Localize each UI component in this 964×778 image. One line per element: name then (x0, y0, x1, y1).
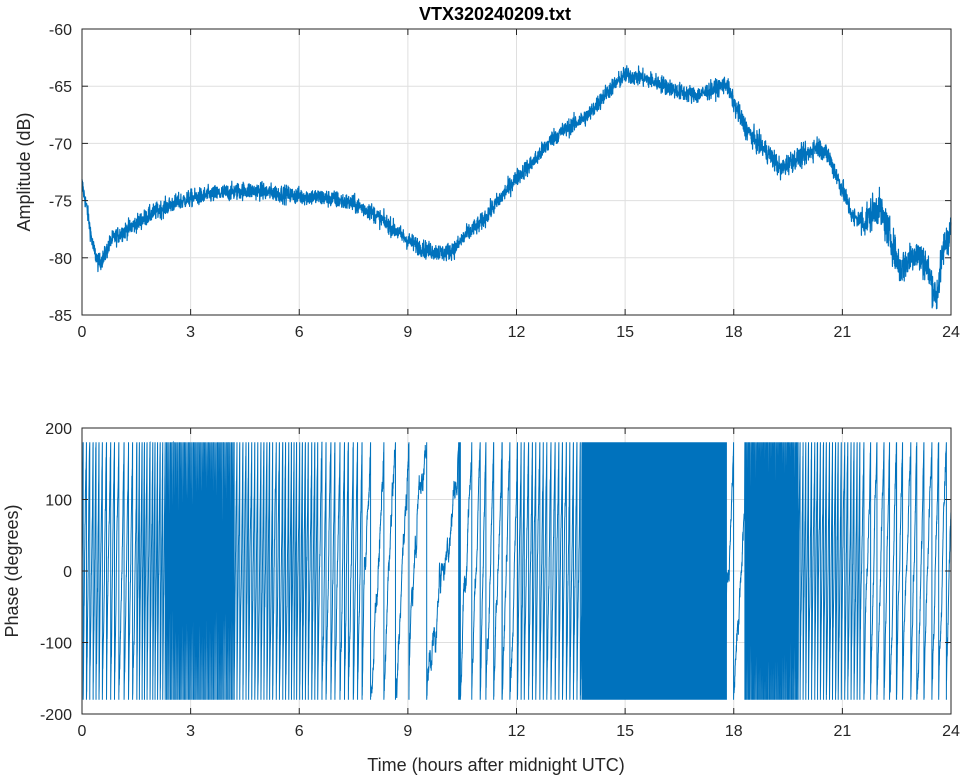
amplitude-x-tick-label: 6 (295, 324, 304, 341)
amplitude-x-tick-label: 15 (616, 324, 634, 341)
phase-y-tick-label: 200 (45, 421, 72, 438)
amplitude-x-tick-label: 9 (403, 324, 412, 341)
x-axis-label: Time (hours after midnight UTC) (367, 755, 624, 775)
phase-x-tick-label: 0 (78, 723, 87, 740)
phase-x-tick-label: 18 (725, 723, 743, 740)
phase-series-line (81, 440, 952, 700)
phase-x-tick-label: 6 (295, 723, 304, 740)
amplitude-y-tick-label: -65 (49, 79, 72, 96)
amplitude-y-tick-label: -75 (49, 194, 72, 211)
phase-x-tick-label: 12 (508, 723, 526, 740)
amplitude-ticks: 0 3 6 9 12 15 18 21 24 -85 -80 -75 -70 -65 -60 (49, 22, 960, 341)
phase-x-tick-label: 15 (616, 723, 634, 740)
amplitude-y-tick-label: -85 (49, 308, 72, 325)
amplitude-x-tick-label: 18 (725, 324, 743, 341)
amplitude-x-tick-label: 12 (508, 324, 526, 341)
phase-y-axis-label: Phase (degrees) (2, 504, 22, 637)
amplitude-series-line (81, 65, 952, 310)
amplitude-y-tick-label: -60 (49, 22, 72, 39)
phase-x-tick-label: 21 (833, 723, 851, 740)
amplitude-y-tick-label: -70 (49, 136, 72, 153)
phase-ticks: 0 3 6 9 12 15 18 21 24 -200 -100 0 100 200 (40, 421, 960, 740)
phase-y-tick-label: -200 (40, 707, 72, 724)
amplitude-plot: 0 3 6 9 12 15 18 21 24 -85 -80 -75 -70 -65 -60 Amplitu… (14, 22, 960, 341)
amplitude-x-tick-label: 24 (942, 324, 960, 341)
phase-x-tick-label: 9 (403, 723, 412, 740)
amplitude-y-axis-label: Amplitude (dB) (14, 112, 34, 231)
chart-title: VTX320240209.txt (419, 4, 571, 24)
amplitude-y-tick-label: -80 (49, 251, 72, 268)
phase-x-tick-label: 3 (186, 723, 195, 740)
amplitude-gridlines (82, 29, 951, 315)
phase-x-tick-label: 24 (942, 723, 960, 740)
phase-y-tick-label: -100 (40, 636, 72, 653)
amplitude-x-tick-label: 21 (833, 324, 851, 341)
phase-plot: 0 3 6 9 12 15 18 21 24 -200 -100 0 100 200 Phase (deg… (2, 421, 960, 775)
phase-y-tick-label: 100 (45, 493, 72, 510)
phase-y-tick-label: 0 (63, 564, 72, 581)
amplitude-x-tick-label: 0 (78, 324, 87, 341)
amplitude-x-tick-label: 3 (186, 324, 195, 341)
